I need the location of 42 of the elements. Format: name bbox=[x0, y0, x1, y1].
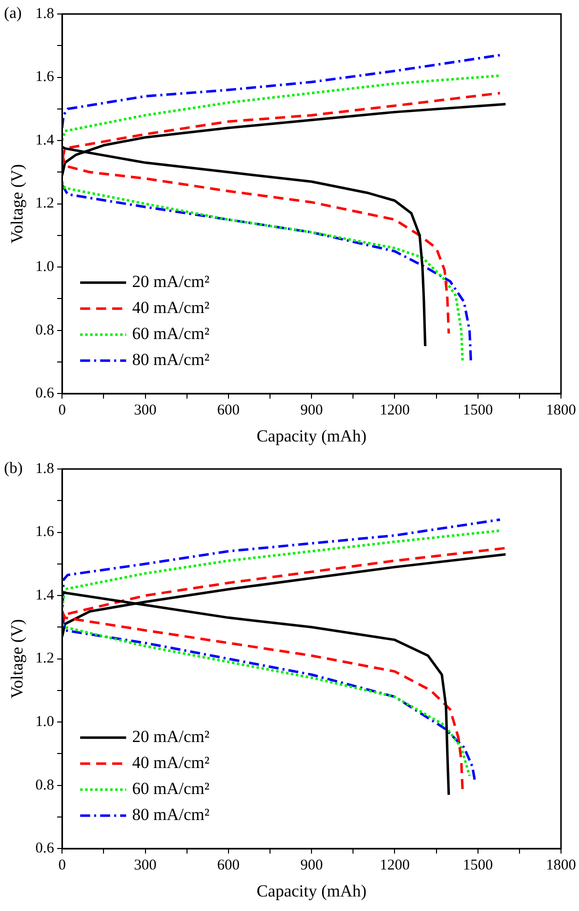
x-tick-label: 1800 bbox=[546, 402, 576, 419]
x-tick-label: 1500 bbox=[462, 858, 493, 874]
x-tick-label: 1200 bbox=[380, 858, 410, 874]
x-tick-label: 900 bbox=[300, 858, 323, 874]
x-axis-title: Capacity (mAh) bbox=[256, 426, 367, 446]
legend-label: 40 mA/cm² bbox=[132, 298, 210, 318]
legend-label: 20 mA/cm² bbox=[132, 727, 210, 746]
y-tick-label: 1.4 bbox=[35, 132, 55, 148]
y-axis-title: Voltage (V) bbox=[8, 619, 27, 699]
x-axis-title: Capacity (mAh) bbox=[256, 881, 367, 900]
legend-label: 60 mA/cm² bbox=[132, 779, 210, 798]
y-tick-label: 1.0 bbox=[35, 714, 54, 730]
legend-label: 20 mA/cm² bbox=[132, 272, 210, 292]
y-tick-label: 1.8 bbox=[35, 460, 54, 477]
x-tick-label: 0 bbox=[58, 858, 66, 874]
legend-label: 40 mA/cm² bbox=[132, 753, 210, 772]
x-tick-label: 1500 bbox=[462, 402, 493, 419]
y-tick-label: 0.8 bbox=[35, 777, 54, 794]
y-tick-label: 1.8 bbox=[35, 6, 54, 22]
legend-label: 60 mA/cm² bbox=[132, 324, 210, 344]
y-axis-title: Voltage (V) bbox=[8, 164, 27, 244]
y-tick-label: 0.6 bbox=[35, 386, 55, 402]
y-tick-label: 1.6 bbox=[35, 524, 55, 540]
x-tick-label: 600 bbox=[217, 402, 240, 419]
x-tick-label: 300 bbox=[134, 402, 157, 419]
legend-label: 80 mA/cm² bbox=[132, 350, 210, 370]
x-tick-label: 1200 bbox=[380, 402, 410, 419]
x-tick-label: 600 bbox=[217, 858, 240, 874]
legend-label: 80 mA/cm² bbox=[132, 805, 210, 824]
y-tick-label: 1.6 bbox=[35, 69, 55, 86]
y-tick-label: 1.2 bbox=[35, 650, 54, 667]
y-tick-label: 0.6 bbox=[35, 840, 55, 857]
y-tick-label: 1.0 bbox=[35, 259, 54, 276]
x-tick-label: 300 bbox=[134, 858, 157, 874]
y-tick-label: 1.4 bbox=[35, 587, 55, 604]
x-tick-label: 0 bbox=[58, 402, 66, 419]
text: (b) bbox=[4, 460, 23, 478]
y-tick-label: 1.2 bbox=[35, 196, 54, 212]
x-tick-label: 900 bbox=[300, 402, 323, 419]
y-tick-label: 0.8 bbox=[35, 322, 54, 338]
x-tick-label: 1800 bbox=[546, 858, 576, 874]
text: (a) bbox=[4, 5, 22, 22]
